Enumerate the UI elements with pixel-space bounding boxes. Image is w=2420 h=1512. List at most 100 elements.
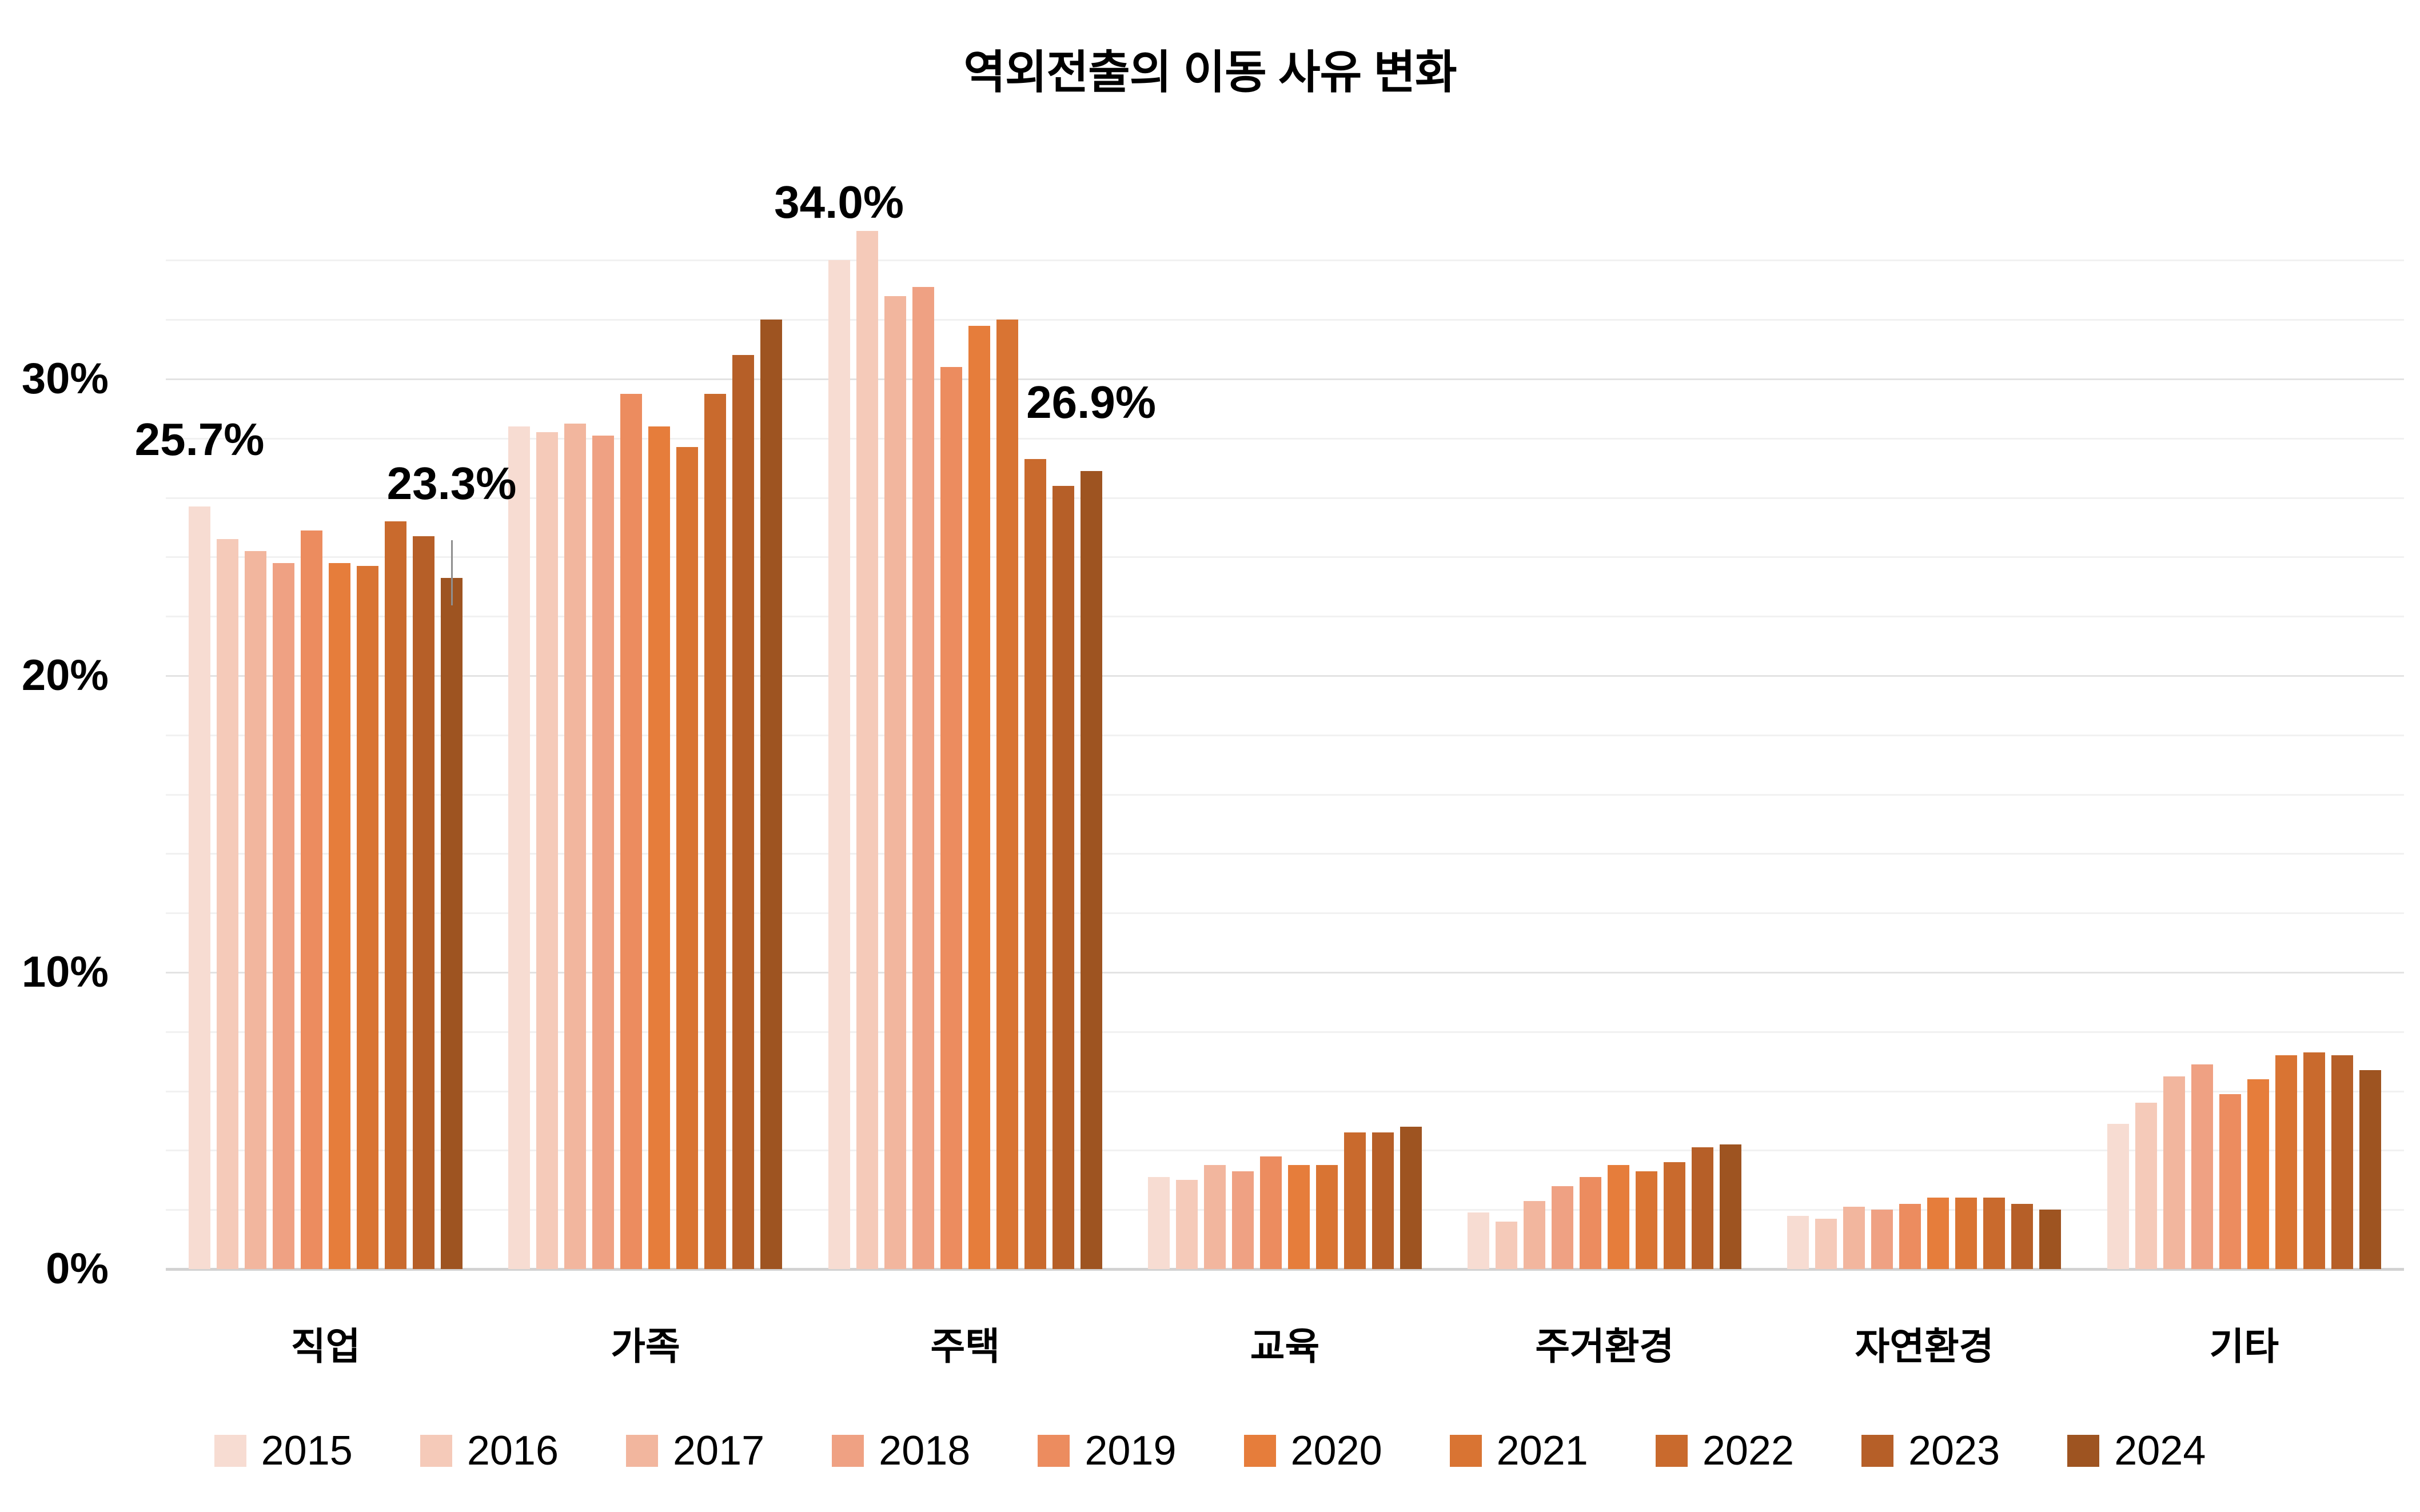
annotation-leader-line: [450, 540, 453, 605]
legend-label-2022: 2022: [1702, 1428, 1795, 1474]
y-tick-0%: 0%: [46, 1244, 109, 1293]
legend-label-2019: 2019: [1085, 1428, 1177, 1474]
bar-2017-직업: [245, 551, 266, 1269]
y-tick-10%: 10%: [21, 948, 109, 996]
gridline-10: [166, 972, 2404, 974]
legend-swatch-2020: [1243, 1435, 1276, 1467]
bar-2018-기타: [2191, 1064, 2213, 1269]
data-label-2015-직업: 25.7%: [134, 414, 265, 465]
bar-2015-교육: [1147, 1177, 1170, 1269]
gridline-24: [166, 556, 2404, 558]
legend-label-2023: 2023: [1908, 1428, 2000, 1474]
bar-2017-주택: [884, 296, 906, 1269]
bar-2017-자연환경: [1843, 1207, 1865, 1269]
bar-2020-기타: [2247, 1079, 2269, 1269]
bar-2022-자연환경: [1983, 1198, 2006, 1269]
bar-2016-교육: [1175, 1180, 1198, 1269]
bar-2016-가족: [536, 432, 559, 1269]
bar-2016-주택: [856, 230, 878, 1269]
legend-label-2016: 2016: [467, 1428, 559, 1474]
bar-2023-자연환경: [2011, 1203, 2034, 1269]
bar-2015-자연환경: [1787, 1215, 1809, 1269]
legend-swatch-2023: [1861, 1435, 1894, 1467]
bar-2022-주거환경: [1664, 1162, 1686, 1269]
bar-2023-주택: [1052, 485, 1074, 1269]
bar-2015-기타: [2107, 1123, 2129, 1269]
gridline-4: [166, 1150, 2404, 1152]
category-label-기타: 기타: [2209, 1325, 2279, 1367]
legend-swatch-2016: [420, 1435, 452, 1467]
bar-2020-자연환경: [1927, 1198, 1949, 1269]
gridline-22: [166, 616, 2404, 618]
y-tick-20%: 20%: [21, 651, 109, 700]
bar-2024-자연환경: [2039, 1210, 2062, 1269]
category-label-자연환경: 자연환경: [1855, 1325, 1994, 1367]
bar-2021-주거환경: [1636, 1171, 1658, 1269]
legend-label-2018: 2018: [879, 1428, 971, 1474]
bar-2017-주거환경: [1524, 1200, 1546, 1269]
legend-swatch-2021: [1449, 1435, 1482, 1467]
legend-item-2021: 2021: [1449, 1428, 1588, 1474]
legend-item-2018: 2018: [832, 1428, 970, 1474]
bar-2024-주거환경: [1720, 1144, 1742, 1269]
bar-2018-자연환경: [1871, 1210, 1893, 1269]
bar-2021-주택: [996, 320, 1018, 1269]
bar-2018-주택: [912, 287, 934, 1269]
bar-2020-직업: [329, 562, 350, 1269]
bar-2024-기타: [2359, 1070, 2381, 1269]
gridline-16: [166, 793, 2404, 796]
bar-2024-주택: [1080, 470, 1102, 1269]
bar-2015-주거환경: [1468, 1212, 1490, 1269]
legend: 2015 2016 2017 2018 2019 2020 2021 2022 2023 2024: [0, 1428, 2420, 1474]
gridline-30: [166, 378, 2404, 380]
bar-2023-직업: [413, 536, 434, 1269]
bar-2023-기타: [2331, 1055, 2353, 1269]
bar-2020-교육: [1287, 1165, 1310, 1269]
legend-swatch-2019: [1038, 1435, 1070, 1467]
bar-2023-가족: [732, 355, 755, 1269]
legend-item-2022: 2022: [1655, 1428, 1795, 1474]
bar-2015-가족: [508, 426, 531, 1269]
legend-item-2015: 2015: [214, 1428, 353, 1474]
bar-2021-직업: [357, 565, 378, 1269]
bar-2019-자연환경: [1899, 1203, 1921, 1269]
bar-2019-주거환경: [1580, 1177, 1602, 1269]
bar-2020-가족: [648, 426, 671, 1269]
bar-2016-주거환경: [1496, 1221, 1518, 1269]
legend-item-2020: 2020: [1243, 1428, 1382, 1474]
legend-swatch-2015: [214, 1435, 246, 1467]
legend-label-2024: 2024: [2114, 1428, 2206, 1474]
category-label-주택: 주택: [930, 1325, 1000, 1367]
bar-2018-직업: [273, 562, 294, 1269]
gridline-14: [166, 853, 2404, 855]
gridline-8: [166, 1031, 2404, 1033]
category-label-주거환경: 주거환경: [1535, 1325, 1675, 1367]
legend-label-2020: 2020: [1290, 1428, 1382, 1474]
gridline-2: [166, 1209, 2404, 1211]
bar-2019-기타: [2219, 1094, 2241, 1269]
legend-item-2023: 2023: [1861, 1428, 2000, 1474]
legend-label-2015: 2015: [261, 1428, 353, 1474]
bar-2016-자연환경: [1815, 1218, 1837, 1269]
legend-swatch-2018: [832, 1435, 864, 1467]
data-label-2024-직업: 23.3%: [386, 457, 517, 509]
x-axis-baseline: [166, 1268, 2404, 1271]
gridline-34: [166, 260, 2404, 262]
bar-2015-주택: [828, 260, 850, 1269]
bar-2018-교육: [1231, 1171, 1254, 1269]
legend-item-2024: 2024: [2067, 1428, 2206, 1474]
bar-2023-교육: [1372, 1132, 1394, 1269]
legend-item-2016: 2016: [420, 1428, 559, 1474]
bar-2019-직업: [301, 530, 322, 1269]
data-label-2015-주택: 34.0%: [774, 177, 904, 228]
gridline-26: [166, 497, 2404, 499]
bar-2022-교육: [1343, 1132, 1366, 1269]
legend-swatch-2024: [2067, 1435, 2100, 1467]
y-tick-30%: 30%: [21, 354, 109, 403]
bar-2021-자연환경: [1955, 1198, 1978, 1269]
bar-2021-기타: [2275, 1055, 2297, 1269]
bar-2015-직업: [189, 506, 210, 1269]
legend-label-2017: 2017: [672, 1428, 765, 1474]
gridline-12: [166, 912, 2404, 915]
